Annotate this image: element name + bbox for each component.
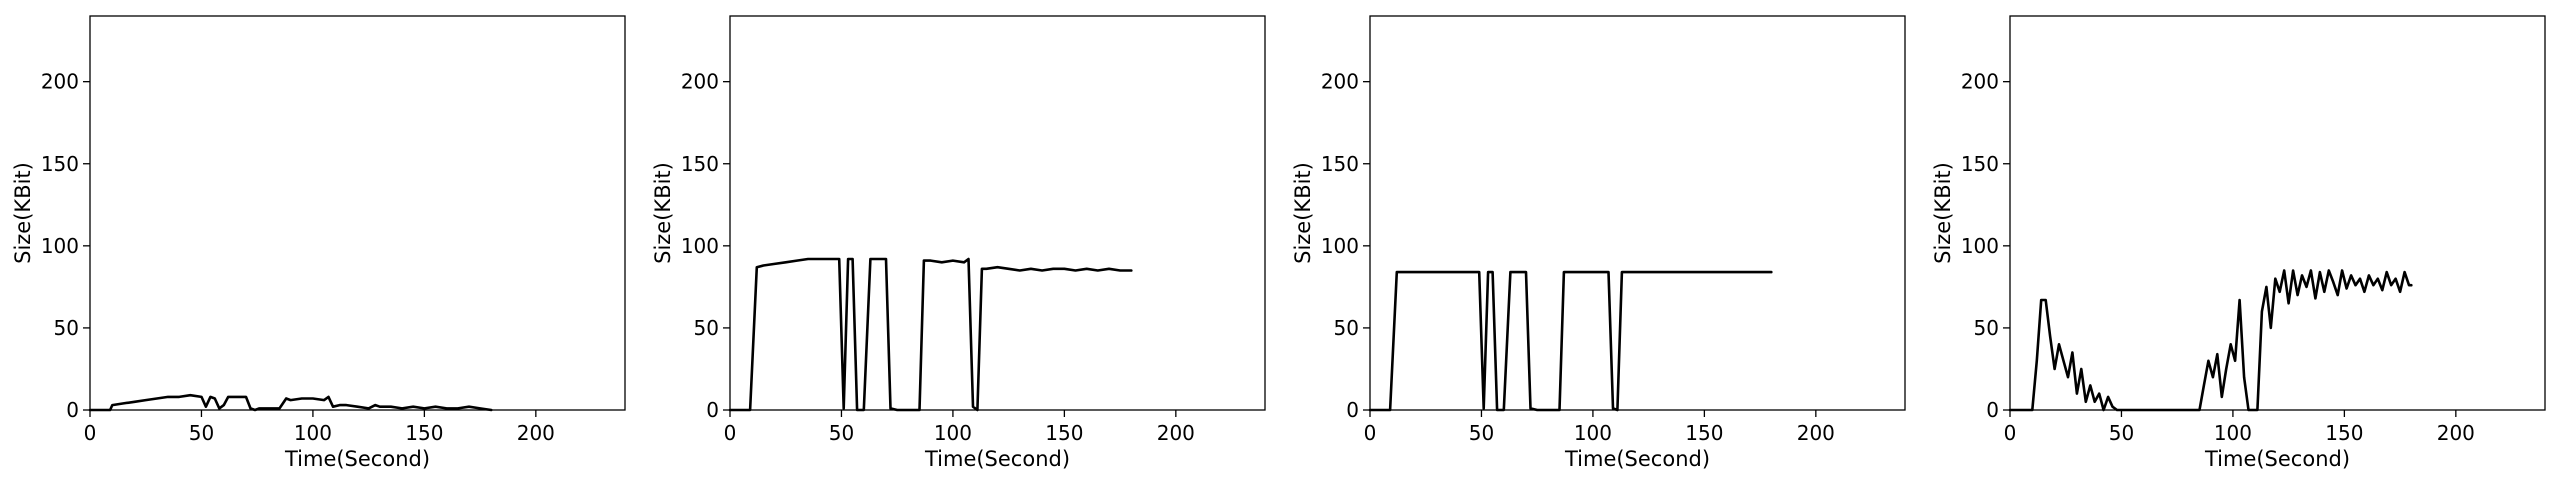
chart-panel-4: 0 50 100 150 200 0 50 100 150 200 Time(Second) Size… [1931, 15, 2546, 471]
plot-frame [1369, 15, 1906, 411]
y-tick-label: 50 [1334, 316, 1359, 340]
chart-panel-3: 0 50 100 150 200 0 50 100 150 200 Time(Second) Size… [1291, 15, 1906, 471]
x-tick-label: 0 [1364, 421, 1377, 445]
x-axis-label: Time(Second) [284, 447, 430, 471]
y-tick-label: 100 [1961, 234, 1999, 258]
y-tick-label: 100 [1321, 234, 1359, 258]
y-tick-label: 150 [681, 152, 719, 176]
y-tick-label: 200 [1321, 70, 1359, 94]
y-tick-label: 200 [1961, 70, 1999, 94]
series-line [2008, 269, 2413, 412]
x-tick-label: 100 [294, 421, 332, 445]
x-tick-label: 200 [2437, 421, 2475, 445]
x-axis-label: Time(Second) [1564, 447, 1710, 471]
y-axis-label: Size(KBit) [651, 162, 675, 264]
x-tick-label: 0 [84, 421, 97, 445]
x-tick-label: 100 [2214, 421, 2252, 445]
y-tick-label: 0 [1346, 398, 1359, 422]
series-line [88, 393, 493, 412]
y-tick-label: 50 [1974, 316, 1999, 340]
chart-panel-2: 0 50 100 150 200 0 50 100 150 200 Time(Second) Size… [651, 15, 1266, 471]
x-tick-label: 100 [934, 421, 972, 445]
x-tick-label: 50 [1469, 421, 1494, 445]
y-axis-label: Size(KBit) [1931, 162, 1955, 264]
x-tick-label: 200 [1797, 421, 1835, 445]
x-tick-label: 0 [724, 421, 737, 445]
y-tick-label: 100 [681, 234, 719, 258]
x-axis-label: Time(Second) [2204, 447, 2350, 471]
y-tick-label: 200 [41, 70, 79, 94]
y-tick-label: 0 [706, 398, 719, 422]
x-axis-label: Time(Second) [924, 447, 1070, 471]
y-axis-label: Size(KBit) [1291, 162, 1315, 264]
x-tick-label: 200 [1157, 421, 1195, 445]
y-tick-label: 0 [1986, 398, 1999, 422]
y-tick-label: 0 [66, 398, 79, 422]
x-tick-label: 50 [2109, 421, 2134, 445]
x-tick-label: 50 [829, 421, 854, 445]
y-axis-label: Size(KBit) [11, 162, 35, 264]
y-tick-label: 100 [41, 234, 79, 258]
x-tick-label: 100 [1574, 421, 1612, 445]
x-tick-label: 150 [2325, 421, 2363, 445]
y-tick-label: 150 [1961, 152, 1999, 176]
x-tick-label: 150 [1685, 421, 1723, 445]
chart-panel-1: 0 50 100 150 200 0 50 100 150 200 Time(Second) Size… [11, 15, 626, 471]
plot-frame [2009, 15, 2546, 411]
x-tick-label: 150 [405, 421, 443, 445]
y-tick-label: 50 [54, 316, 79, 340]
y-tick-label: 150 [41, 152, 79, 176]
y-tick-label: 150 [1321, 152, 1359, 176]
plot-frame [729, 15, 1266, 411]
x-tick-label: 50 [189, 421, 214, 445]
y-tick-label: 200 [681, 70, 719, 94]
y-tick-label: 50 [694, 316, 719, 340]
series-line [1368, 270, 1773, 412]
x-tick-label: 200 [517, 421, 555, 445]
series-line [728, 257, 1133, 412]
x-tick-label: 150 [1045, 421, 1083, 445]
plot-frame [89, 15, 626, 411]
x-tick-label: 0 [2004, 421, 2017, 445]
